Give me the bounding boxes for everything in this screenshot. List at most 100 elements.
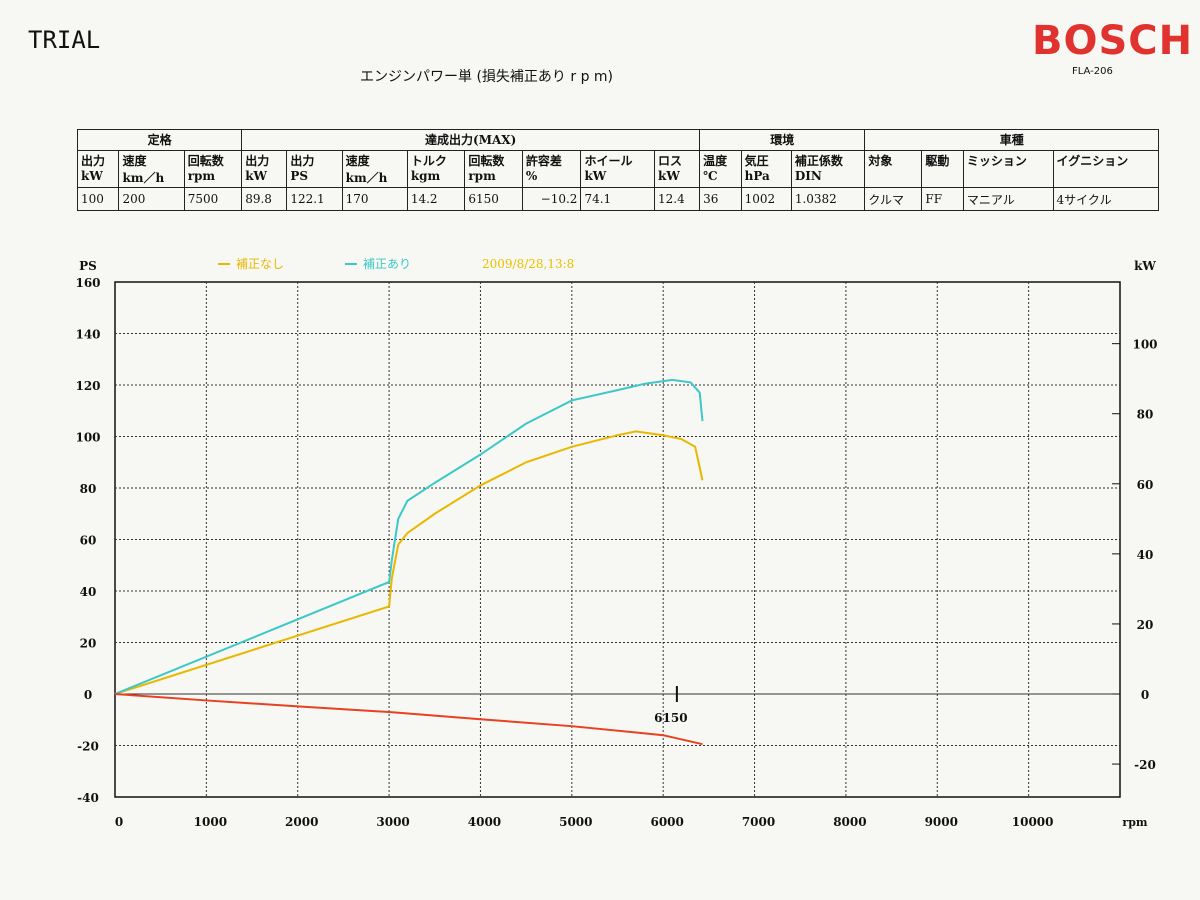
x-tick-label: 3000	[376, 815, 409, 829]
column-label: トルク	[410, 154, 447, 168]
y-axis-label: PS	[79, 259, 97, 273]
column-label: 回転数	[468, 154, 505, 168]
model-number: FLA-206	[1072, 66, 1113, 77]
column-unit: PS	[290, 169, 309, 183]
column-unit: kW	[245, 169, 268, 183]
column-label: 温度	[703, 154, 728, 168]
x-tick-label: 2000	[285, 815, 318, 829]
table-cell: 1.0382	[790, 187, 866, 211]
column-label: 許容差	[525, 154, 562, 168]
column-unit: kgm	[410, 169, 441, 183]
x-axis-label: rpm	[1122, 816, 1147, 829]
column-header: 駆動	[921, 150, 964, 188]
timestamp: 2009/8/28,13:8	[482, 257, 574, 271]
y-tick-label: -40	[77, 791, 99, 805]
column-label: 気圧	[744, 154, 769, 168]
legend-label: 補正なし	[236, 257, 284, 271]
table-cell: 4サイクル	[1052, 187, 1160, 211]
bosch-logo: BOSCH	[1032, 18, 1194, 64]
column-unit: rpm	[468, 169, 496, 183]
y-tick-label: 160	[75, 276, 100, 290]
x-tick-label: 8000	[833, 815, 866, 829]
column-label: イグニション	[1056, 154, 1129, 168]
column-unit: kW	[584, 169, 607, 183]
column-label: ミッション	[966, 154, 1027, 168]
column-label: 速度	[122, 154, 147, 168]
table-cell: 74.1	[580, 187, 656, 211]
x-tick-label: 6000	[650, 815, 683, 829]
column-label: 補正係数	[794, 154, 843, 168]
table-cell: 12.4	[654, 187, 701, 211]
column-unit: kW	[81, 169, 103, 183]
plot-frame	[114, 281, 1121, 798]
report-title: エンジンパワー単 (損失補正あり r p m)	[360, 69, 614, 85]
column-header: イグニション	[1052, 150, 1160, 188]
column-header: 気圧 hPa	[740, 150, 792, 188]
x-tick-label: 5000	[559, 815, 592, 829]
table-cell: 170	[341, 187, 408, 211]
column-label: 駆動	[925, 154, 950, 168]
column-header: 速度 km／h	[118, 150, 185, 188]
x-tick-label: 1000	[194, 815, 227, 829]
y-tick-label: 140	[75, 328, 100, 342]
y2-tick-label: -20	[1134, 758, 1156, 772]
column-unit: hPa	[744, 169, 770, 183]
column-unit: rpm	[187, 169, 216, 183]
column-label: 対象	[868, 154, 893, 168]
series-line-0	[114, 430, 704, 695]
column-label: 出力	[245, 154, 270, 168]
column-header: 対象	[864, 150, 923, 188]
table-cell: FF	[921, 187, 964, 211]
column-unit: km／h	[122, 171, 165, 185]
y2-tick-label: 100	[1132, 338, 1157, 352]
y-tick-label: 60	[80, 534, 97, 548]
table-cell: 200	[118, 187, 185, 211]
column-unit: kW	[658, 169, 680, 183]
table-cell: 122.1	[286, 187, 343, 211]
legend-label: 補正あり	[363, 257, 411, 271]
summary-table: 定格 達成出力(MAX) 環境 車種 出力 kW 速度 km／h 回転数 rpm 出力 kW 出…	[76, 129, 1160, 211]
column-header: 回転数 rpm	[183, 150, 243, 188]
table-cell: 100	[76, 187, 120, 211]
x-tick-label: 4000	[468, 815, 501, 829]
column-header: ミッション	[962, 150, 1054, 188]
column-label: ロス	[658, 154, 683, 168]
column-header: 回転数 rpm	[464, 150, 523, 188]
y2-tick-label: 20	[1137, 618, 1154, 632]
trial-label: TRIAL	[28, 26, 101, 54]
table-cell: 89.8	[241, 187, 288, 211]
x-tick-label: 10000	[1012, 815, 1054, 829]
x-tick-label: 0	[115, 815, 123, 829]
table-cell: 6150	[464, 187, 523, 211]
column-label: 出力	[81, 154, 106, 168]
y2-axis-label: kW	[1134, 259, 1156, 273]
column-label: ホイール	[584, 154, 633, 168]
column-label: 速度	[345, 154, 370, 168]
table-cell: 1002	[740, 187, 792, 211]
column-label: 回転数	[187, 154, 224, 168]
column-header: トルク kgm	[406, 150, 466, 188]
x-tick-label: 9000	[925, 815, 958, 829]
column-header: 速度 km／h	[341, 150, 408, 188]
table-cell: 14.2	[406, 187, 466, 211]
rpm-marker-label: 6150	[654, 711, 687, 725]
y2-tick-label: 60	[1137, 478, 1154, 492]
y2-tick-label: 0	[1141, 688, 1149, 702]
y-tick-label: 0	[84, 688, 92, 702]
column-header: 補正係数 DIN	[790, 150, 866, 188]
y2-tick-label: 40	[1137, 548, 1154, 562]
y-tick-label: 120	[75, 379, 100, 393]
x-tick-label: 7000	[742, 815, 775, 829]
column-unit: ℃	[703, 169, 718, 183]
y-tick-label: 40	[80, 585, 97, 599]
y-tick-label: 100	[75, 431, 100, 445]
series-line-1	[114, 378, 704, 695]
column-unit: %	[525, 169, 538, 183]
column-header: 出力 kW	[76, 150, 120, 188]
column-header: 出力 PS	[286, 150, 343, 188]
column-label: 出力	[290, 154, 315, 168]
table-cell: 36	[699, 187, 742, 211]
table-cell: クルマ	[864, 187, 923, 211]
